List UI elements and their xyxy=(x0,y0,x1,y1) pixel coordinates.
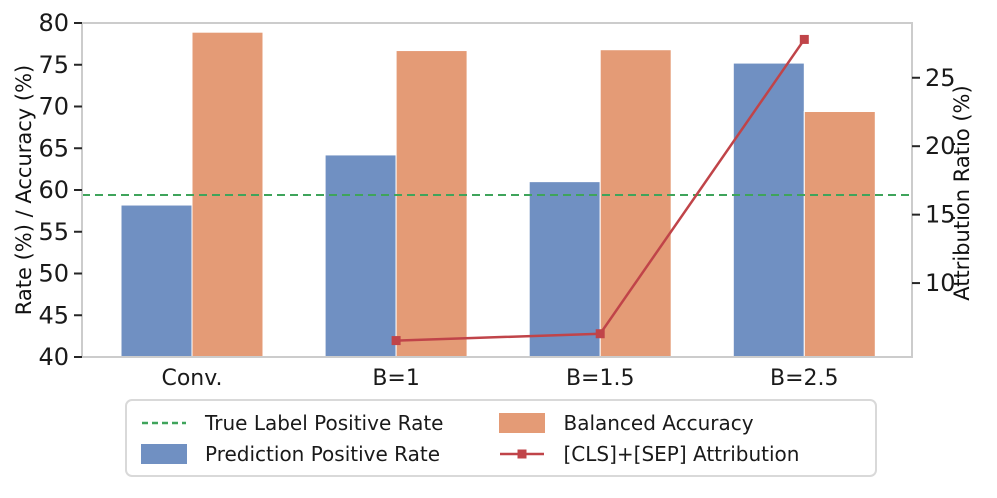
left-tick-label: 70 xyxy=(38,93,69,121)
legend-item: True Label Positive Rate xyxy=(141,411,443,435)
right-tick-label: 10 xyxy=(925,269,956,297)
legend-label: [CLS]+[SEP] Attribution xyxy=(563,441,800,466)
legend-item: [CLS]+[SEP] Attribution xyxy=(499,442,799,466)
bar-balanced-accuracy xyxy=(395,50,468,358)
attribution-marker xyxy=(799,34,809,44)
bar-balanced-accuracy xyxy=(599,49,672,358)
bar-prediction-positive-rate xyxy=(324,154,397,358)
left-tick-label: 45 xyxy=(38,301,69,329)
right-tick-label: 15 xyxy=(925,201,956,229)
right-axis-label: Attribution Ratio (%) xyxy=(950,85,974,301)
legend-line-marker-icon xyxy=(500,449,545,458)
bar-balanced-accuracy xyxy=(803,111,876,358)
left-tick-label: 75 xyxy=(38,51,69,79)
left-tick-label: 65 xyxy=(38,134,69,162)
left-tick-label: 55 xyxy=(38,218,69,246)
left-tick-label: 50 xyxy=(38,260,69,288)
left-tick-label: 60 xyxy=(38,176,69,204)
legend-dashed-line-icon xyxy=(142,421,186,424)
legend-label: Balanced Accuracy xyxy=(563,410,754,435)
right-tick-label: 25 xyxy=(925,64,956,92)
bar-prediction-positive-rate xyxy=(528,181,601,358)
bar-prediction-positive-rate xyxy=(732,62,805,358)
x-tick-label: B=1 xyxy=(372,366,420,391)
attribution-marker xyxy=(595,329,605,339)
bar-prediction-positive-rate xyxy=(120,204,193,358)
left-axis-label: Rate (%) / Accuracy (%) xyxy=(12,64,36,316)
legend-item: Prediction Positive Rate xyxy=(141,442,443,466)
legend-item: Balanced Accuracy xyxy=(499,411,799,435)
right-tick-label: 20 xyxy=(925,132,956,160)
legend-bar-icon xyxy=(141,443,187,464)
x-tick-label: B=2.5 xyxy=(770,366,839,391)
legend-bar-icon xyxy=(499,412,546,433)
left-tick-label: 80 xyxy=(38,9,69,37)
x-tick-label: Conv. xyxy=(161,366,222,391)
left-tick-label: 40 xyxy=(38,343,69,371)
legend-label: Prediction Positive Rate xyxy=(205,441,441,466)
x-tick-label: B=1.5 xyxy=(566,366,635,391)
attribution-marker xyxy=(391,336,401,346)
legend: True Label Positive Rate Prediction Posit… xyxy=(125,399,877,477)
legend-label: True Label Positive Rate xyxy=(205,410,444,435)
